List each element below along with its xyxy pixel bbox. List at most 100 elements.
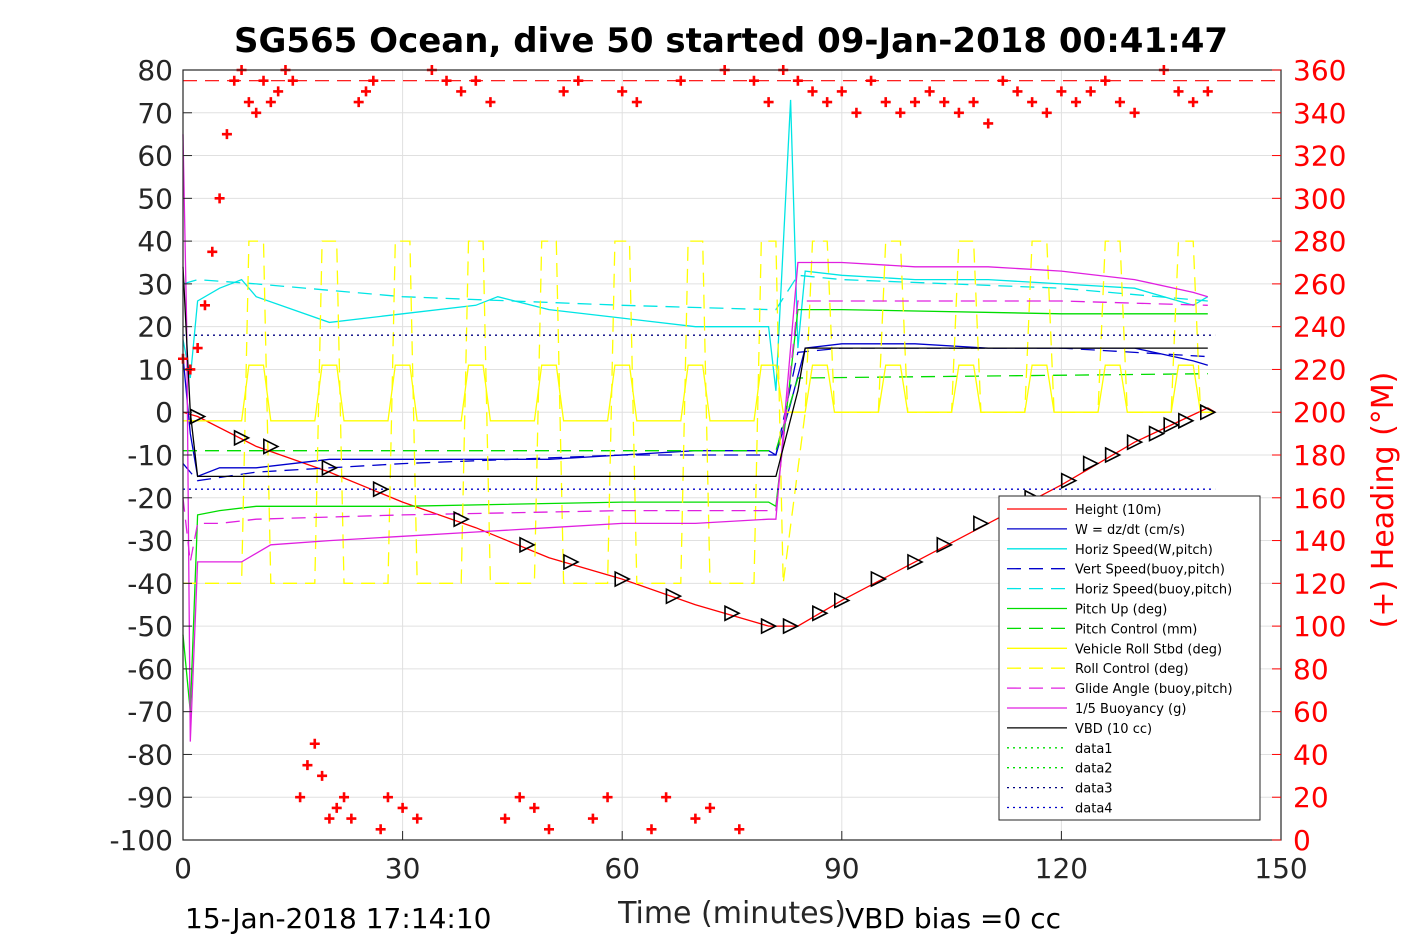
series-line-9	[182, 300, 1208, 563]
y2-tick-label: 200	[1293, 396, 1346, 429]
triangle-marker	[1126, 433, 1144, 451]
heading-marker	[346, 813, 357, 824]
heading-marker	[273, 86, 284, 97]
triangle-marker	[1104, 446, 1122, 464]
heading-marker	[317, 770, 328, 781]
legend-label: W = dz/dt (cm/s)	[1075, 523, 1185, 538]
x-tick-label: 60	[604, 852, 640, 885]
x-tick-label: 0	[174, 852, 192, 885]
triangle-marker	[907, 553, 924, 571]
heading-marker	[485, 97, 496, 108]
heading-marker	[661, 792, 672, 803]
heading-marker	[895, 107, 906, 118]
triangle-marker	[614, 570, 631, 588]
y2-tick-label: 80	[1293, 653, 1329, 686]
legend-label: Roll Control (deg)	[1075, 662, 1189, 677]
y2-tick-label: 300	[1293, 182, 1346, 215]
y2-axis-label: (+) Heading (°M)	[1366, 372, 1401, 629]
y-tick-label: -50	[127, 610, 173, 643]
heading-marker	[309, 738, 320, 749]
heading-marker	[807, 86, 818, 97]
heading-marker	[1188, 97, 1199, 108]
heading-marker	[339, 792, 350, 803]
triangle-marker	[834, 592, 851, 609]
heading-marker	[258, 75, 269, 86]
heading-marker	[1114, 97, 1125, 108]
triangle-marker	[1060, 472, 1078, 489]
heading-marker	[331, 802, 342, 813]
y2-tick-label: 160	[1293, 482, 1346, 515]
y-tick-label: -30	[127, 525, 173, 558]
y-tick-label: -10	[127, 439, 173, 472]
triangle-marker	[1148, 425, 1166, 442]
heading-marker	[1085, 86, 1096, 97]
y-tick-label: 70	[137, 97, 173, 130]
y2-tick-label: 60	[1293, 696, 1329, 729]
legend: Height (10m) W = dz/dt (cm/s) Horiz Speed(…	[998, 495, 1261, 821]
heading-marker	[500, 813, 511, 824]
y2-tick-label: 240	[1293, 311, 1346, 344]
heading-marker	[822, 97, 833, 108]
heading-marker	[470, 75, 481, 86]
y-tick-label: 20	[137, 311, 173, 344]
triangle-marker	[233, 429, 251, 447]
series-line-11	[182, 266, 1208, 478]
heading-marker	[836, 86, 847, 97]
heading-marker	[265, 97, 276, 108]
heading-marker	[1027, 97, 1038, 108]
heading-marker	[207, 246, 218, 257]
x-tick-label: 150	[1254, 852, 1307, 885]
heading-marker	[544, 824, 554, 835]
heading-marker	[953, 107, 964, 118]
heading-marker	[199, 300, 210, 311]
legend-label: Pitch Up (deg)	[1075, 603, 1167, 618]
heading-marker	[763, 97, 774, 108]
heading-marker	[734, 824, 745, 835]
y2-tick-label: 140	[1293, 525, 1346, 558]
y-tick-label: -80	[127, 738, 173, 771]
legend-label: Horiz Speed(buoy,pitch)	[1075, 583, 1232, 598]
legend-box	[998, 495, 1261, 821]
heading-marker	[324, 813, 335, 824]
heading-marker	[251, 107, 262, 118]
y-axis-ticks: 80 70 60 50 40 30 20 10 0 -10 -20 -30 -40 -50 -60 -70 -8…	[109, 54, 192, 857]
heading-marker	[690, 813, 701, 824]
heading-marker	[851, 107, 862, 118]
heading-marker	[1056, 86, 1067, 97]
heading-marker	[675, 75, 686, 86]
y2-tick-label: 220	[1293, 353, 1346, 386]
legend-label: data2	[1075, 762, 1113, 777]
legend-label: data3	[1075, 782, 1113, 797]
heading-marker	[1129, 107, 1140, 118]
legend-label: Pitch Control (mm)	[1075, 622, 1197, 637]
triangle-marker	[760, 617, 778, 635]
heading-marker	[631, 97, 642, 108]
y2-tick-label: 260	[1293, 268, 1346, 301]
triangle-marker	[1082, 455, 1100, 472]
y-tick-label: 80	[137, 54, 173, 87]
legend-label: Vert Speed(buoy,pitch)	[1075, 563, 1225, 578]
legend-label: Glide Angle (buoy,pitch)	[1075, 682, 1233, 697]
triangle-marker	[1163, 416, 1180, 434]
triangle-marker	[1200, 403, 1217, 421]
heading-marker	[514, 792, 525, 803]
heading-marker	[880, 97, 891, 108]
legend-label: Vehicle Roll Stbd (deg)	[1075, 642, 1222, 657]
triangle-marker	[724, 604, 741, 622]
x-tick-label: 90	[824, 852, 860, 885]
y2-tick-label: 340	[1293, 97, 1346, 130]
chart-title: SG565 Ocean, dive 50 started 09-Jan-2018…	[234, 21, 1228, 61]
heading-marker	[243, 97, 254, 108]
legend-label: data4	[1075, 802, 1113, 817]
series-line-2	[182, 99, 1209, 391]
y-tick-label: -60	[127, 653, 173, 686]
legend-label: Horiz Speed(W,pitch)	[1075, 543, 1213, 558]
heading-marker	[441, 75, 452, 86]
y-tick-label: 40	[137, 225, 173, 258]
y2-axis-ticks: 3603403203002802602402202001801601401201…	[1272, 54, 1346, 857]
heading-marker	[1202, 86, 1213, 97]
x-tick-label: 30	[385, 852, 421, 885]
triangle-marker	[973, 515, 990, 532]
heading-marker	[214, 193, 225, 204]
y-tick-label: -90	[127, 781, 173, 814]
